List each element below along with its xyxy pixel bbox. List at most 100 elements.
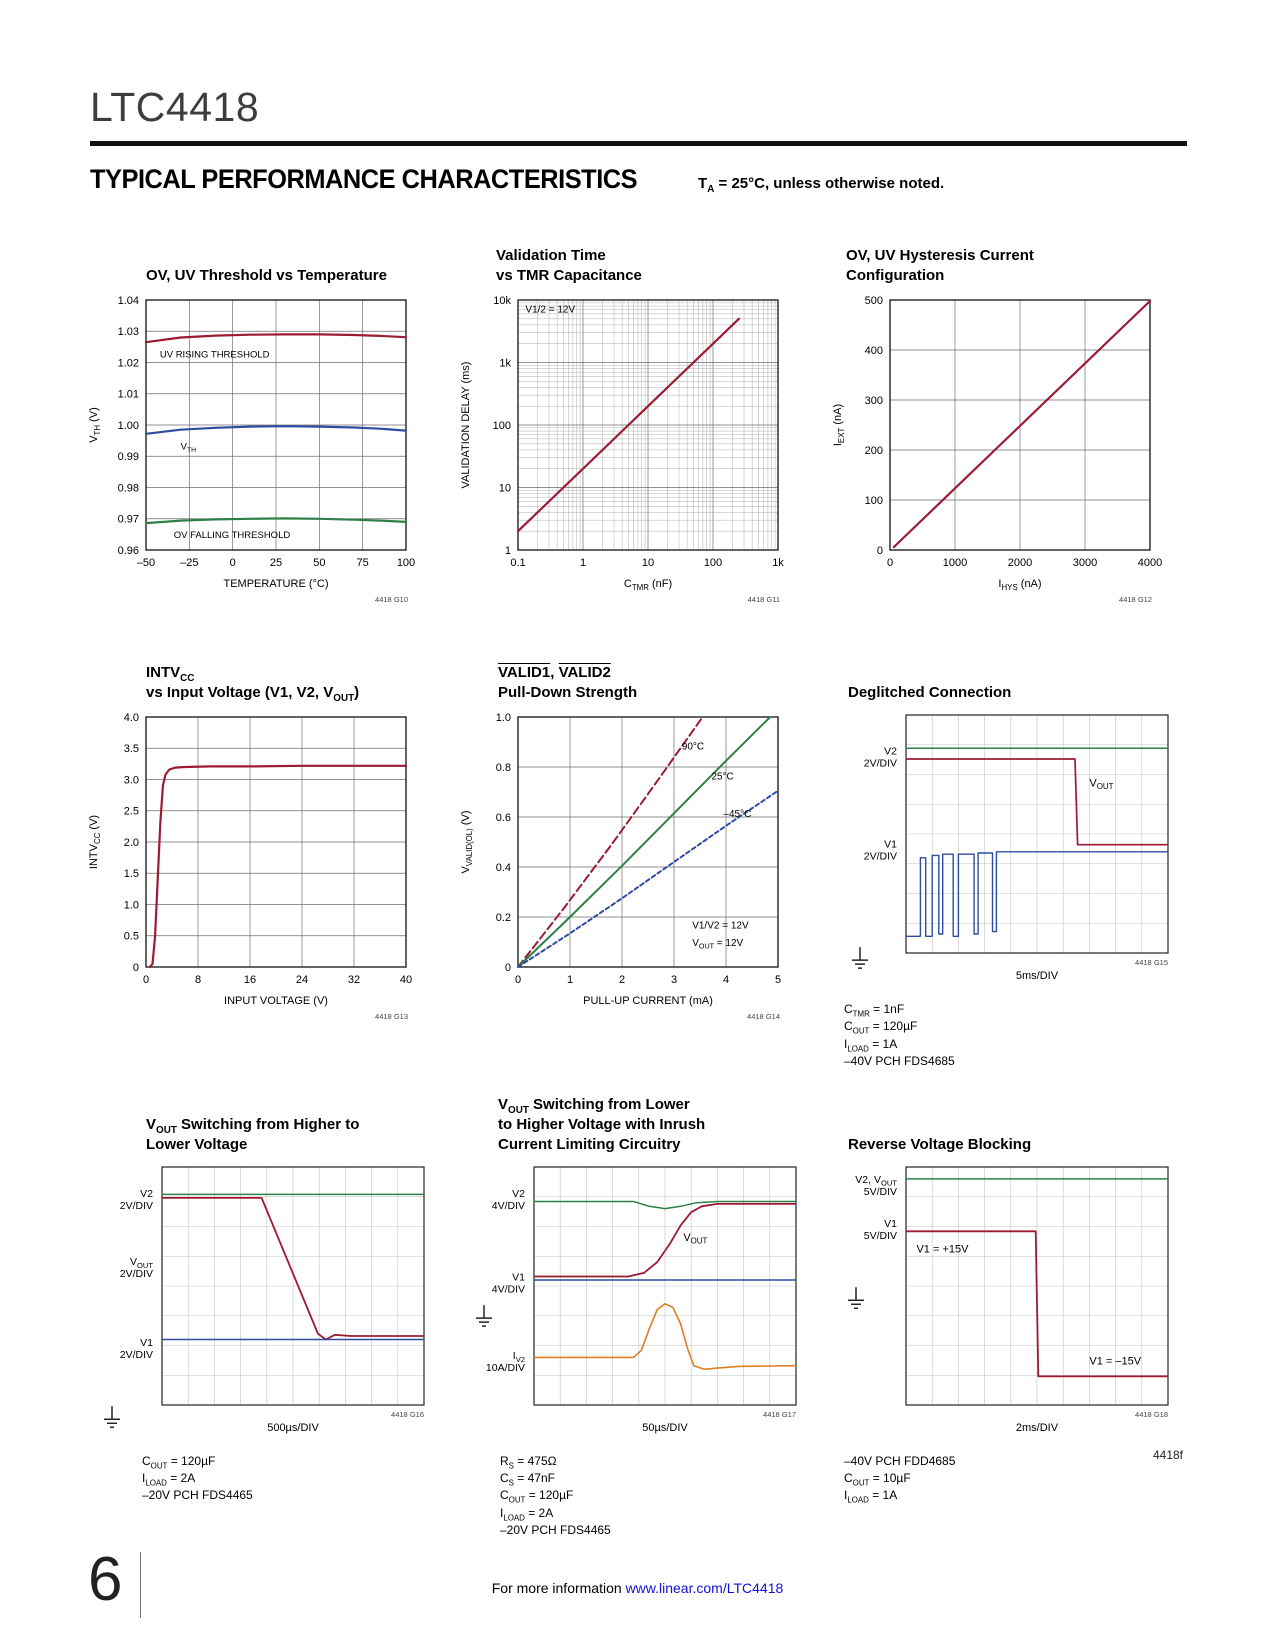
y-axis-label: INTVCC (V) <box>88 815 102 869</box>
footer-link[interactable]: www.linear.com/LTC4418 <box>625 1580 784 1596</box>
section-title: TYPICAL PERFORMANCE CHARACTERISTICS <box>90 164 638 194</box>
y-tick-label: 2.0 <box>124 837 139 849</box>
plot-border <box>905 1165 1169 1406</box>
chart-body: 0 1 2 3 4 5 0 0.2 0.4 0.6 0.8 1.0 PULL-UP CURRENT (m… <box>454 705 826 1036</box>
grid <box>890 300 1150 550</box>
chart-title: Deglitched Connection <box>848 684 1012 702</box>
trace-label: V2, VOUT <box>855 1173 897 1187</box>
x-tick-label: 1 <box>580 557 586 569</box>
y-tick-label: 1k <box>499 357 511 369</box>
series-intvcc <box>148 764 408 969</box>
y-axis-label: VALIDATION DELAY (ms) <box>460 362 472 489</box>
y-tick-label: 3.0 <box>124 774 139 786</box>
y-tick-label: 0.2 <box>496 912 511 924</box>
y-tick-label: 4.0 <box>124 712 139 724</box>
chart-notes: RS = 475Ω CS = 47nF COUT = 120µF ILOAD = 2A… <box>500 1453 611 1538</box>
chart-notes: COUT = 120µF ILOAD = 2A –20V PCH FDS4465 <box>142 1453 253 1503</box>
trace-label: 5V/DIV <box>864 1229 897 1241</box>
y-tick-label: 400 <box>865 345 883 357</box>
time-per-div-label: 5ms/DIV <box>1016 970 1059 982</box>
y-tick-label: 1.02 <box>118 357 139 369</box>
x-tick-label: 40 <box>400 974 412 986</box>
chart-title: INTVCC vs Input Voltage (V1, V2, VOUT) <box>146 664 360 705</box>
scope-grid <box>162 1166 424 1405</box>
series-vth <box>144 425 408 435</box>
grid <box>518 717 778 967</box>
chart-body: 0 1000 2000 3000 4000 0 100 200 300 400 500 IHYS (n… <box>826 288 1198 619</box>
y-tick-label: 0 <box>133 962 139 974</box>
annotation: V1/2 = 12V <box>525 305 575 316</box>
chart-body: V2 4V/DIV V1 4V/DIV IV2 10A/DIV VOUT 4418 G17 50… <box>454 1157 826 1450</box>
x-tick-label: 1k <box>772 557 784 569</box>
annotation: –45°C <box>723 809 751 820</box>
y-tick-label: 1.03 <box>118 326 139 338</box>
chart-g10: OV, UV Threshold vs Temperature –50 –25 0 25… <box>82 220 454 619</box>
page-number: 6 <box>88 1545 123 1614</box>
annotation: V1 = +15V <box>916 1243 969 1255</box>
trace-label: 4V/DIV <box>492 1283 525 1295</box>
chart-body: –50 –25 0 25 50 75 100 0.96 0.97 0.98 0.99 1.00 1.01… <box>82 288 454 619</box>
trace-label: V2 <box>512 1188 525 1200</box>
trace-label: 2V/DIV <box>864 850 897 862</box>
trace-label: V2 <box>884 746 897 758</box>
chart-title: VALID1, VALID2 Pull-Down Strength <box>498 664 638 702</box>
annotation: VTH <box>181 441 196 454</box>
trace-label: VOUT <box>130 1256 153 1270</box>
time-per-div-label: 2ms/DIV <box>1016 1422 1059 1434</box>
y-tick-label: 500 <box>865 295 883 307</box>
x-tick-label: 8 <box>195 974 201 986</box>
annotation: V1 = –15V <box>1089 1355 1141 1367</box>
figure-label: 4418 G11 <box>748 595 780 604</box>
figure-label: 4418 G18 <box>1135 1410 1168 1419</box>
x-tick-label: 100 <box>397 557 415 569</box>
ground-symbol <box>848 1286 864 1309</box>
figure-label: 4418 G10 <box>375 595 408 604</box>
grid <box>146 717 406 967</box>
y-tick-label: 10k <box>493 295 511 307</box>
x-tick-label: –25 <box>180 557 198 569</box>
x-tick-label: 50 <box>313 557 325 569</box>
y-tick-label: 3.5 <box>124 743 139 755</box>
y-tick-label: 0.99 <box>118 451 139 463</box>
series-minus-45c <box>517 789 779 968</box>
y-tick-label: 1.5 <box>124 868 139 880</box>
x-axis-label: IHYS (nA) <box>998 578 1041 592</box>
y-axis-label: IEXT (nA) <box>832 404 846 446</box>
annotation: 25°C <box>711 772 733 783</box>
y-tick-label: 1 <box>505 545 511 557</box>
x-tick-label: 4000 <box>1138 557 1162 569</box>
grid <box>518 300 778 550</box>
chart-title: Reverse Voltage Blocking <box>848 1135 1032 1153</box>
trace-label: V1 <box>884 838 897 850</box>
chart-g16: VOUT Switching from Higher to Lower Volta… <box>82 1089 454 1540</box>
part-number: LTC4418 <box>90 84 260 130</box>
y-tick-label: 0 <box>877 545 883 557</box>
x-tick-label: –50 <box>137 557 155 569</box>
ground-symbol <box>852 947 868 969</box>
y-tick-label: 1.0 <box>496 712 511 724</box>
plot-border <box>517 716 779 968</box>
scope-grid <box>906 1166 1168 1405</box>
y-tick-label: 2.5 <box>124 806 139 818</box>
trace-vout <box>534 1202 796 1277</box>
chart-title: Validation Time vs TMR Capacitance <box>496 247 642 285</box>
x-tick-label: 32 <box>348 974 360 986</box>
x-tick-label: 0 <box>143 974 149 986</box>
chart-title: OV, UV Threshold vs Temperature <box>146 267 387 285</box>
x-tick-label: 0 <box>515 974 521 986</box>
figure-label: 4418 G12 <box>1119 595 1152 604</box>
chart-body: V2 2V/DIV VOUT 2V/DIV V1 2V/DIV 4418 G16 500µs/… <box>82 1157 454 1450</box>
annotation: VOUT <box>1089 777 1113 791</box>
x-tick-label: 0 <box>887 557 893 569</box>
y-tick-label: 300 <box>865 395 883 407</box>
x-axis-label: PULL-UP CURRENT (mA) <box>583 995 713 1007</box>
plot-g10: –50 –25 0 25 50 75 100 0.96 0.97 0.98 0.99 1.00 1.01… <box>88 295 415 604</box>
condition-note: TA = 25°C, unless otherwise noted. <box>698 175 945 195</box>
series-validation-delay <box>516 317 740 533</box>
chart-title: VOUT Switching from Higher to Lower Volta… <box>146 1115 360 1153</box>
annotation: UV RISING THRESHOLD <box>160 350 270 361</box>
